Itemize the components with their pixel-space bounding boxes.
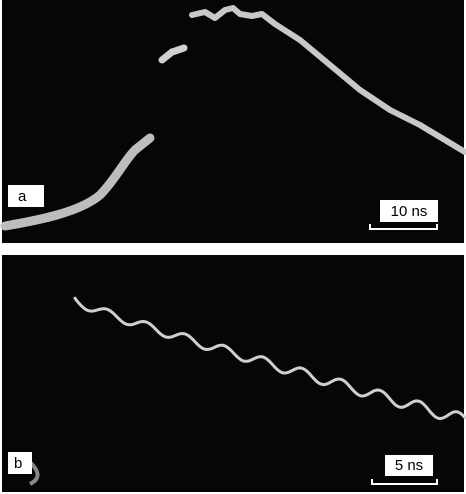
scale-label: 5 ns <box>395 457 423 474</box>
figure: a 10 ns b 5 ns <box>0 0 466 494</box>
page: a 10 ns b 5 ns (() => { const data = JSO… <box>0 0 466 494</box>
scale-label: 10 ns <box>391 203 428 220</box>
panel-label: b <box>14 455 22 472</box>
panel-label: a <box>18 188 27 205</box>
